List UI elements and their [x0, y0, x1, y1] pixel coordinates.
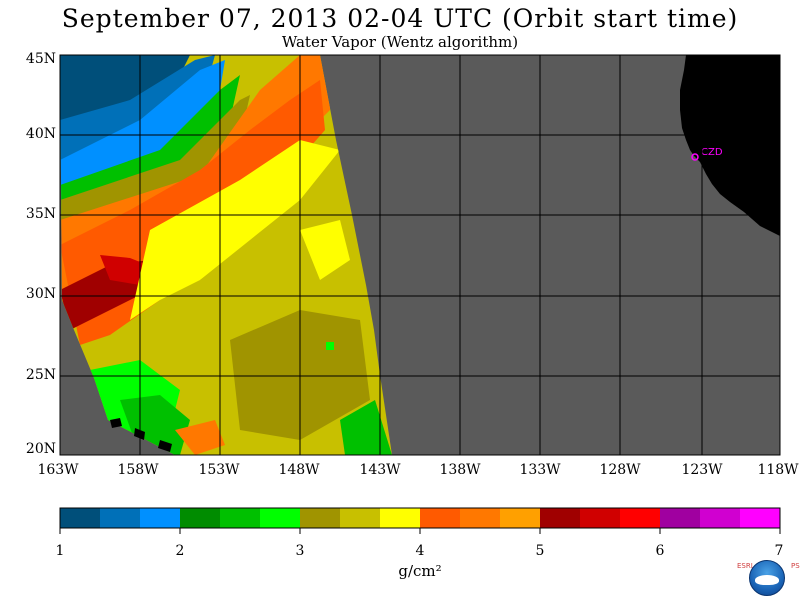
lat-label-40n: 40N — [25, 126, 56, 142]
lon-label-118w: 118W — [757, 462, 799, 478]
colorbar-swatch — [540, 508, 581, 528]
wv-yellow-east — [300, 220, 350, 280]
station-marker — [691, 153, 699, 161]
lat-label-45n: 45N — [25, 51, 56, 67]
colorbar-swatch — [380, 508, 421, 528]
lon-label-133w: 133W — [519, 462, 561, 478]
lon-label-143w: 143W — [359, 462, 401, 478]
colorbar-swatch — [420, 508, 461, 528]
chart-title: September 07, 2013 02-04 UTC (Orbit star… — [61, 4, 739, 33]
lon-label-158w: 158W — [117, 462, 159, 478]
colorbar-swatch — [620, 508, 661, 528]
colorbar-units: g/cm² — [398, 562, 442, 580]
colorbar-swatch — [140, 508, 181, 528]
station-label: CZD — [701, 147, 723, 158]
wv-green-speck — [326, 342, 334, 350]
lon-label-138w: 138W — [439, 462, 481, 478]
colorbar-tick-2: 2 — [175, 543, 185, 559]
wv-yellow — [130, 140, 340, 320]
wv-green-east — [340, 400, 392, 455]
noaa-esrl-psd-logo: ESRL PSD — [735, 560, 800, 600]
wv-green — [60, 75, 240, 215]
colorbar-swatch — [340, 508, 381, 528]
colorbar-swatch — [500, 508, 541, 528]
lat-label-25n: 25N — [25, 367, 56, 383]
lat-label-20n: 20N — [25, 441, 56, 457]
map-frame — [59, 54, 781, 456]
lon-label-153w: 153W — [198, 462, 240, 478]
colorbar-swatch — [300, 508, 341, 528]
island-mark-3 — [158, 440, 172, 452]
colorbar-swatch — [660, 508, 701, 528]
colorbar-swatch — [220, 508, 261, 528]
island-mark-1 — [110, 418, 122, 428]
colorbar-tick-1: 1 — [55, 543, 65, 559]
colorbar-tick-5: 5 — [535, 543, 545, 559]
lon-label-148w: 148W — [278, 462, 320, 478]
colorbar-tick-7: 7 — [774, 543, 784, 559]
logo-left-text: ESRL — [737, 562, 755, 570]
lon-label-163w: 163W — [37, 462, 79, 478]
wv-light-blue — [60, 60, 225, 205]
lon-label-123w: 123W — [681, 462, 723, 478]
colorbar-swatch — [260, 508, 301, 528]
colorbar-swatch — [740, 508, 781, 528]
lon-label-128w: 128W — [599, 462, 641, 478]
lat-label-30n: 30N — [25, 286, 56, 302]
noaa-emblem-icon — [749, 560, 785, 596]
wv-olive — [60, 95, 250, 230]
colorbar-tick-4: 4 — [415, 543, 425, 559]
colorbar-tick-3: 3 — [295, 543, 305, 559]
colorbar-swatch — [180, 508, 221, 528]
colorbar-swatch — [100, 508, 141, 528]
wv-orange-south — [175, 420, 225, 455]
colorbar-swatch — [60, 508, 101, 528]
colorbar-swatch — [460, 508, 501, 528]
colorbar-tick-6: 6 — [655, 543, 665, 559]
colorbar-swatch — [580, 508, 621, 528]
colorbar-swatch — [700, 508, 741, 528]
chart-subtitle: Water Vapor (Wentz algorithm) — [281, 33, 519, 51]
logo-right-text: PSD — [791, 562, 800, 570]
lat-label-35n: 35N — [25, 206, 56, 222]
land-mass — [680, 55, 780, 236]
